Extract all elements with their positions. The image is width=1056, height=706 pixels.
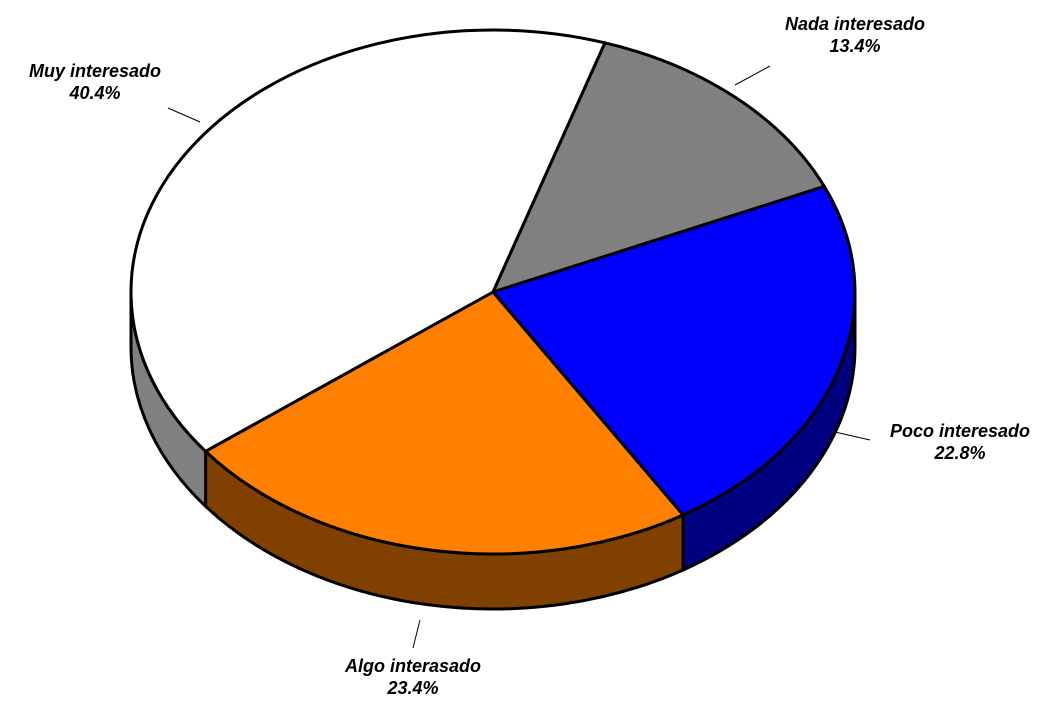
- slice: [491, 41, 826, 294]
- value-label: 13.4%: [829, 36, 880, 56]
- leader-line: [834, 431, 871, 441]
- slice-label: Nada interesado: [785, 14, 925, 34]
- slice-label: Poco interesado: [890, 421, 1030, 441]
- leader-line: [412, 619, 421, 649]
- slice: [491, 184, 857, 517]
- slice-label: Muy interesado: [29, 61, 161, 81]
- slice-label: Algo interasado: [344, 656, 481, 676]
- value-label: 40.4%: [68, 83, 120, 103]
- value-label: 22.8%: [933, 443, 985, 463]
- leader-line: [734, 65, 771, 86]
- slice: [204, 290, 685, 556]
- value-label: 23.4%: [386, 678, 438, 698]
- leader-line: [167, 107, 201, 123]
- slice: [129, 28, 607, 453]
